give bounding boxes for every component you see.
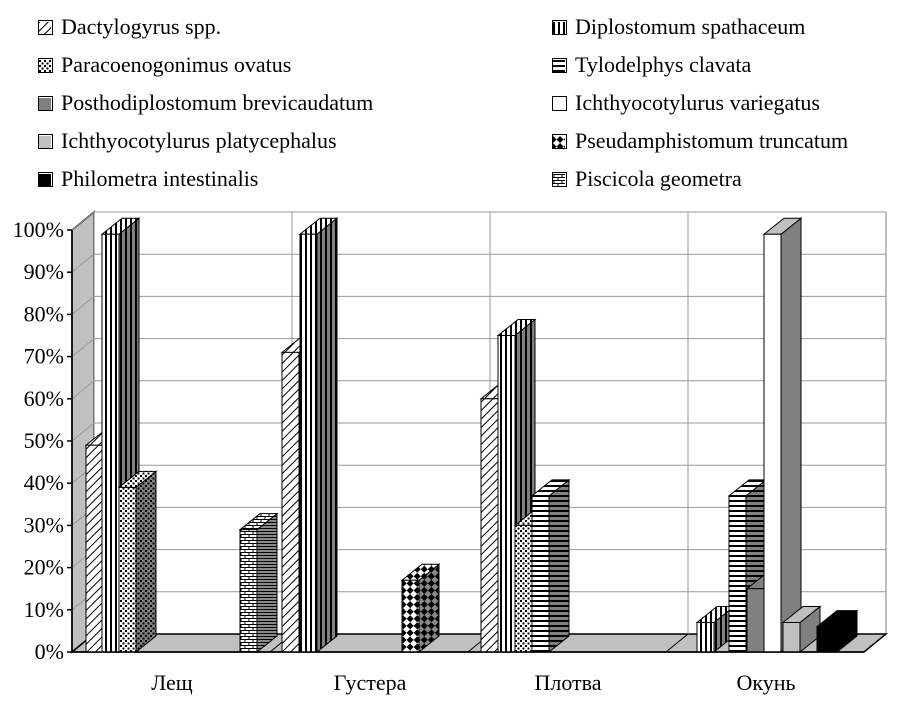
bar-front bbox=[239, 529, 258, 653]
pattern-swatch-diagonal bbox=[38, 19, 53, 35]
legend-item-ichthyocotylurus-platycephalus: Ichthyocotylurus platycephalus bbox=[38, 128, 337, 154]
legend-item-piscicola: Piscicola geometra bbox=[552, 166, 742, 192]
pattern-swatch-darkgray bbox=[38, 95, 53, 111]
legend-label: Paracoenogonimus ovatus bbox=[61, 52, 292, 77]
bar-front bbox=[401, 579, 420, 653]
bar-side bbox=[316, 217, 338, 654]
y-tick-label: 70% bbox=[24, 344, 64, 369]
bar-7-1 bbox=[400, 563, 441, 654]
y-tick-label: 60% bbox=[24, 386, 64, 411]
x-tick-label: Густера bbox=[334, 670, 407, 695]
bar-front bbox=[85, 444, 104, 653]
pattern-swatch-vertical bbox=[552, 19, 567, 35]
legend-label: Piscicola geometra bbox=[575, 166, 742, 191]
y-tick-label: 90% bbox=[24, 259, 64, 284]
legend-label: Pseudamphistomum truncatum bbox=[575, 128, 849, 153]
floor-divider bbox=[665, 633, 689, 653]
x-tick-label: Лещ bbox=[151, 670, 193, 695]
gridline bbox=[71, 338, 886, 357]
bar-front bbox=[531, 495, 550, 653]
y-axis: 0% 10% 20% 30% 40% 50% 60% 70% 80% 90% 100% bbox=[13, 217, 73, 664]
legend-item-pseudamphistomum: Pseudamphistomum truncatum bbox=[552, 128, 848, 154]
bar-1-1 bbox=[298, 217, 339, 654]
bar-front bbox=[299, 233, 318, 653]
y-tick-label: 30% bbox=[24, 512, 64, 537]
bar-6-3 bbox=[781, 605, 822, 654]
x-tick-label: Окунь bbox=[736, 670, 795, 695]
legend-label: Ichthyocotylurus platycephalus bbox=[61, 128, 337, 153]
bar-2-0 bbox=[117, 470, 158, 654]
x-axis: Лещ Густера Плотва Окунь bbox=[72, 651, 864, 695]
pattern-swatch-brick bbox=[552, 171, 567, 187]
pattern-swatch-dots bbox=[38, 57, 53, 73]
pattern-swatch-horizontal bbox=[552, 57, 567, 73]
x-tick-label: Плотва bbox=[534, 670, 601, 695]
legend-label: Ichthyocotylurus variegatus bbox=[575, 90, 820, 115]
legend-label: Philometra intestinalis bbox=[61, 166, 259, 191]
y-tick-label: 10% bbox=[24, 597, 64, 622]
legend-item-tylodelphys: Tylodelphys clavata bbox=[552, 52, 751, 78]
bar-front bbox=[514, 524, 533, 653]
legend-label: Posthodiplostomum brevicaudatum bbox=[61, 90, 374, 115]
legend-item-posthodiplostomum: Posthodiplostomum brevicaudatum bbox=[38, 90, 373, 116]
bar-front bbox=[696, 621, 715, 653]
bar-side bbox=[256, 512, 278, 654]
bar-front bbox=[728, 495, 747, 653]
pattern-swatch-white bbox=[552, 95, 567, 111]
pattern-swatch-lightgray bbox=[38, 133, 53, 149]
bar-front bbox=[816, 626, 838, 653]
legend-item-paracoenogonimus: Paracoenogonimus ovatus bbox=[38, 52, 291, 78]
bar-9-0 bbox=[238, 512, 279, 654]
bar-front bbox=[101, 233, 120, 653]
y-tick-label: 50% bbox=[24, 428, 64, 453]
legend-item-ichthyocotylurus-variegatus: Ichthyocotylurus variegatus bbox=[552, 90, 820, 116]
legend-item-philometra: Philometra intestinalis bbox=[38, 166, 258, 192]
bar-side bbox=[780, 217, 802, 654]
y-tick-label: 100% bbox=[13, 217, 64, 242]
y-tick-label: 80% bbox=[24, 301, 64, 326]
legend-item-diplostomum: Diplostomum spathaceum bbox=[552, 14, 805, 40]
y-tick-label: 20% bbox=[24, 555, 64, 580]
bar-3-2 bbox=[530, 478, 571, 654]
pattern-swatch-black bbox=[38, 171, 53, 187]
bar-front bbox=[281, 351, 300, 653]
legend-label: Tylodelphys clavata bbox=[575, 52, 752, 77]
legend-label: Dactylogyrus spp. bbox=[61, 14, 222, 39]
bar-front bbox=[480, 398, 499, 653]
bar-8-3 bbox=[815, 609, 859, 654]
y-tick-label: 40% bbox=[24, 470, 64, 495]
y-tick-label: 0% bbox=[35, 639, 64, 664]
gridline bbox=[71, 253, 886, 273]
bar-5-3 bbox=[762, 217, 803, 654]
gridline bbox=[71, 380, 886, 400]
gridline bbox=[71, 422, 886, 442]
bar-side bbox=[135, 470, 157, 654]
bar-front bbox=[118, 486, 137, 653]
bar-front bbox=[746, 588, 765, 653]
pattern-swatch-checker bbox=[552, 133, 567, 149]
bar-front bbox=[782, 621, 801, 653]
gridline bbox=[71, 295, 886, 315]
gridline bbox=[71, 211, 886, 231]
bar-front bbox=[763, 233, 782, 653]
legend-label: Diplostomum spathaceum bbox=[575, 14, 806, 39]
legend-item-dactylogyrus: Dactylogyrus spp. bbox=[38, 14, 221, 40]
legend: Dactylogyrus spp. Diplostomum spathaceum… bbox=[0, 0, 911, 210]
bars bbox=[84, 217, 859, 654]
bar-side bbox=[548, 478, 570, 654]
bar-front bbox=[497, 335, 516, 653]
